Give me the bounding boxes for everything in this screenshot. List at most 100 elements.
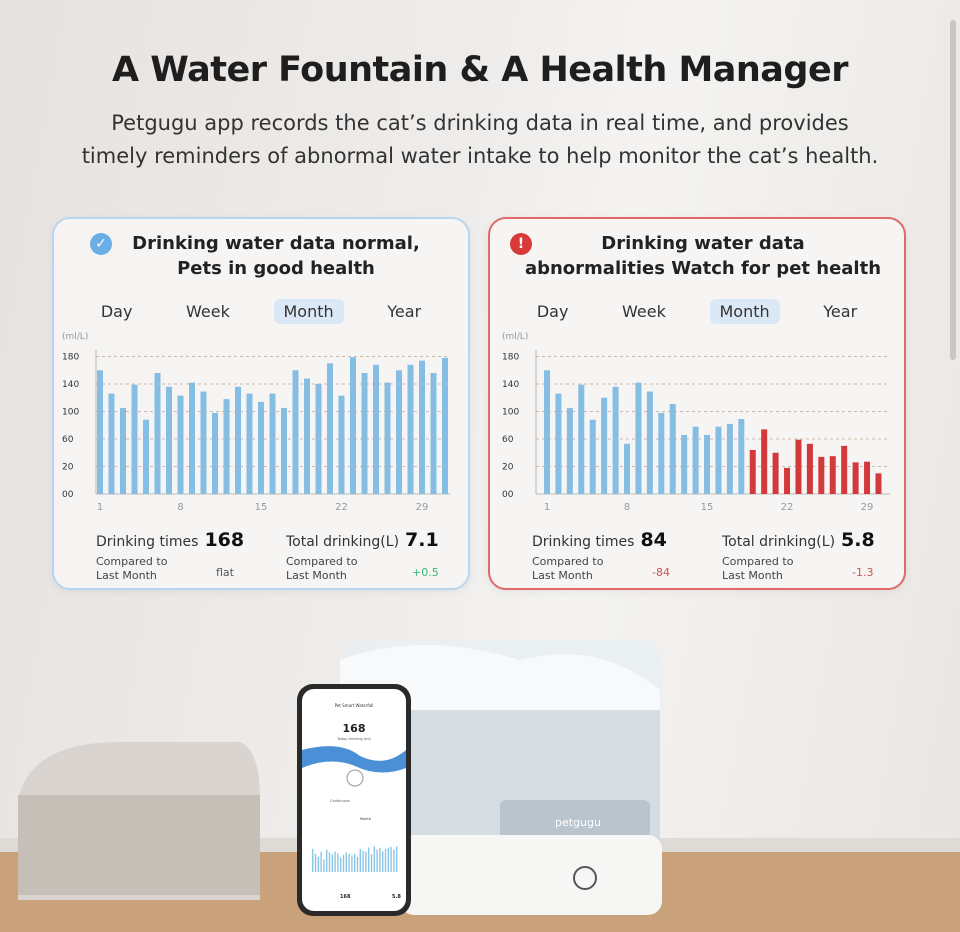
phone-chart-bar [376,849,378,872]
last-month-label: Last Month [286,569,347,582]
bar [246,393,253,494]
tab-month[interactable]: Month [709,299,780,324]
abnormal-bar [795,439,802,494]
abnormal-bar [806,443,813,494]
bar [715,426,722,494]
y-tick-label: 140 [502,380,519,390]
water-fountain: petgugu [340,640,662,915]
x-tick-label: 1 [544,502,550,513]
bar [384,382,391,494]
abnormal-bar [829,456,836,494]
abnormal-bar [841,445,848,494]
normal-drinking-chart: (ml/L) 00 20 60 100 140 180 1 8 15 22 29 [62,332,450,513]
power-button [573,866,597,890]
total-drinking-value: 7.1 [405,529,439,551]
bar [555,393,562,494]
abnormal-bar [761,429,768,494]
phone-chart-bar [359,848,361,872]
bar [189,382,195,494]
bar [154,373,161,494]
phone-chart-bar [356,856,359,872]
y-tick-label: 20 [502,463,514,473]
product-photo: petgugu Pet Smart Waterfall 168 Today dr… [0,640,960,932]
compared-label: Compared to [286,555,358,568]
x-tick-label: 15 [701,502,714,513]
phone-chart-bar [373,846,375,872]
bar [544,370,550,494]
phone-chart-bar [328,852,331,872]
bar [281,408,287,494]
total-drinking-delta: -1.3 [852,566,874,579]
scrollbar[interactable] [950,20,956,360]
bar [704,434,711,494]
abnormal-bar [875,473,882,494]
tab-year[interactable]: Year [387,302,422,321]
card-heading-line-1: Drinking water data normal, [132,233,420,254]
bar [646,391,653,494]
subtitle-line-2: timely reminders of abnormal water intak… [81,144,879,168]
tab-week[interactable]: Week [186,302,230,321]
drinking-times-label: Drinking times [532,534,635,550]
cat-bed-base [18,795,260,895]
abnormal-bar [818,456,825,494]
phone-today-value: 168 [343,722,366,735]
drinking-times-value: 168 [204,529,245,551]
bar [200,391,207,494]
tab-month[interactable]: Month [273,299,344,324]
phone-chart-bar [323,859,325,872]
y-axis-unit: (ml/L) [62,332,88,342]
phone-chart-bar [351,855,353,872]
x-tick-label: 22 [781,502,794,513]
phone-chart-bar [312,848,314,872]
phone-chart-bar [314,853,317,872]
y-tick-label: 00 [62,490,74,500]
abnormal-drinking-chart: (ml/L) 00 20 60 100 140 180 1 8 15 22 29 [502,332,890,513]
phone-today-label: Today drinking (ml) [336,737,371,741]
bar [612,386,619,494]
bar [430,373,437,494]
y-tick-label: 20 [62,463,74,473]
bar [681,434,688,494]
bar [669,403,676,494]
bar [108,393,115,494]
y-tick-label: 60 [502,435,514,445]
y-axis-unit: (ml/L) [502,332,528,342]
total-drinking-label: Total drinking(L) [722,534,836,550]
x-tick-label: 15 [255,502,268,513]
compared-label: Compared to [532,555,604,568]
tab-year[interactable]: Year [823,302,858,321]
y-tick-label: 100 [502,408,519,418]
y-tick-label: 180 [62,353,79,363]
bar [131,384,138,494]
phone-app-title: Pet Smart Waterfall [335,703,374,708]
drinking-times-delta: -84 [652,566,670,579]
bar [338,395,345,494]
bar [120,408,126,494]
y-tick-label: 140 [62,380,79,390]
total-drinking-value: 5.8 [841,529,875,551]
phone-chart-bar [348,853,350,872]
phone-chart-bar [379,847,381,872]
phone-mode: Continuous [330,799,350,803]
bar [726,423,733,494]
bar [658,412,665,494]
bar [327,363,333,494]
tab-week[interactable]: Week [622,302,666,321]
abnormal-bar [784,467,791,494]
bar [223,399,230,494]
bar [304,378,310,494]
tab-day[interactable]: Day [536,302,569,321]
abnormal-bar [749,450,756,494]
bar [350,357,356,494]
period-tabs: Day Week Month Year [490,299,904,324]
x-tick-label: 8 [177,502,183,513]
abnormal-bar [852,462,859,494]
drinking-times-label: Drinking times [96,534,199,550]
normal-data-card: ✓ Drinking water data normal, Pets in goo… [52,217,470,590]
tab-day[interactable]: Day [100,302,133,321]
y-tick-label: 60 [62,435,74,445]
card-heading-line-2: abnormalities Watch for pet health [524,258,882,279]
bar [589,419,596,494]
period-tabs: Day Week Month Year [54,299,468,324]
x-tick-label: 8 [624,502,630,513]
